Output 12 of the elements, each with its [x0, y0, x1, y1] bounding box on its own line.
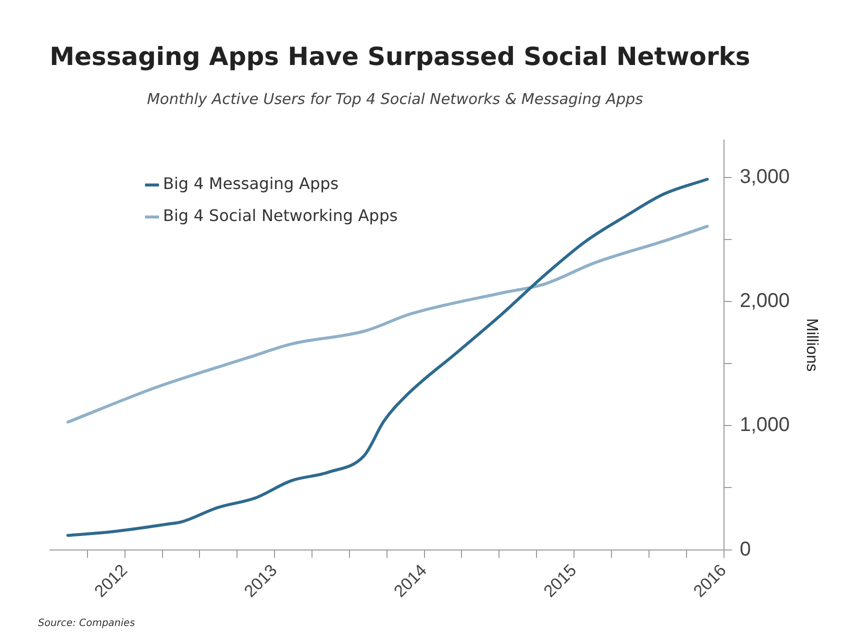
y-tick-label: 0 — [740, 538, 751, 560]
legend-label: Big 4 Social Networking Apps — [163, 206, 398, 226]
line-series — [66, 224, 709, 424]
legend-label: Big 4 Messaging Apps — [163, 174, 339, 194]
y-axis-title: Millions — [802, 318, 820, 372]
source-note: Source: Companies — [38, 618, 135, 629]
y-tick-label: 2,000 — [740, 290, 790, 312]
chart-subtitle: Monthly Active Users for Top 4 Social Networks & Messaging Apps — [146, 90, 644, 108]
line-series — [66, 178, 709, 537]
chart-title: Messaging Apps Have Surpassed Social Networks — [48, 42, 752, 71]
y-tick-label: 3,000 — [740, 166, 790, 188]
y-tick-label: 1,000 — [740, 414, 790, 436]
